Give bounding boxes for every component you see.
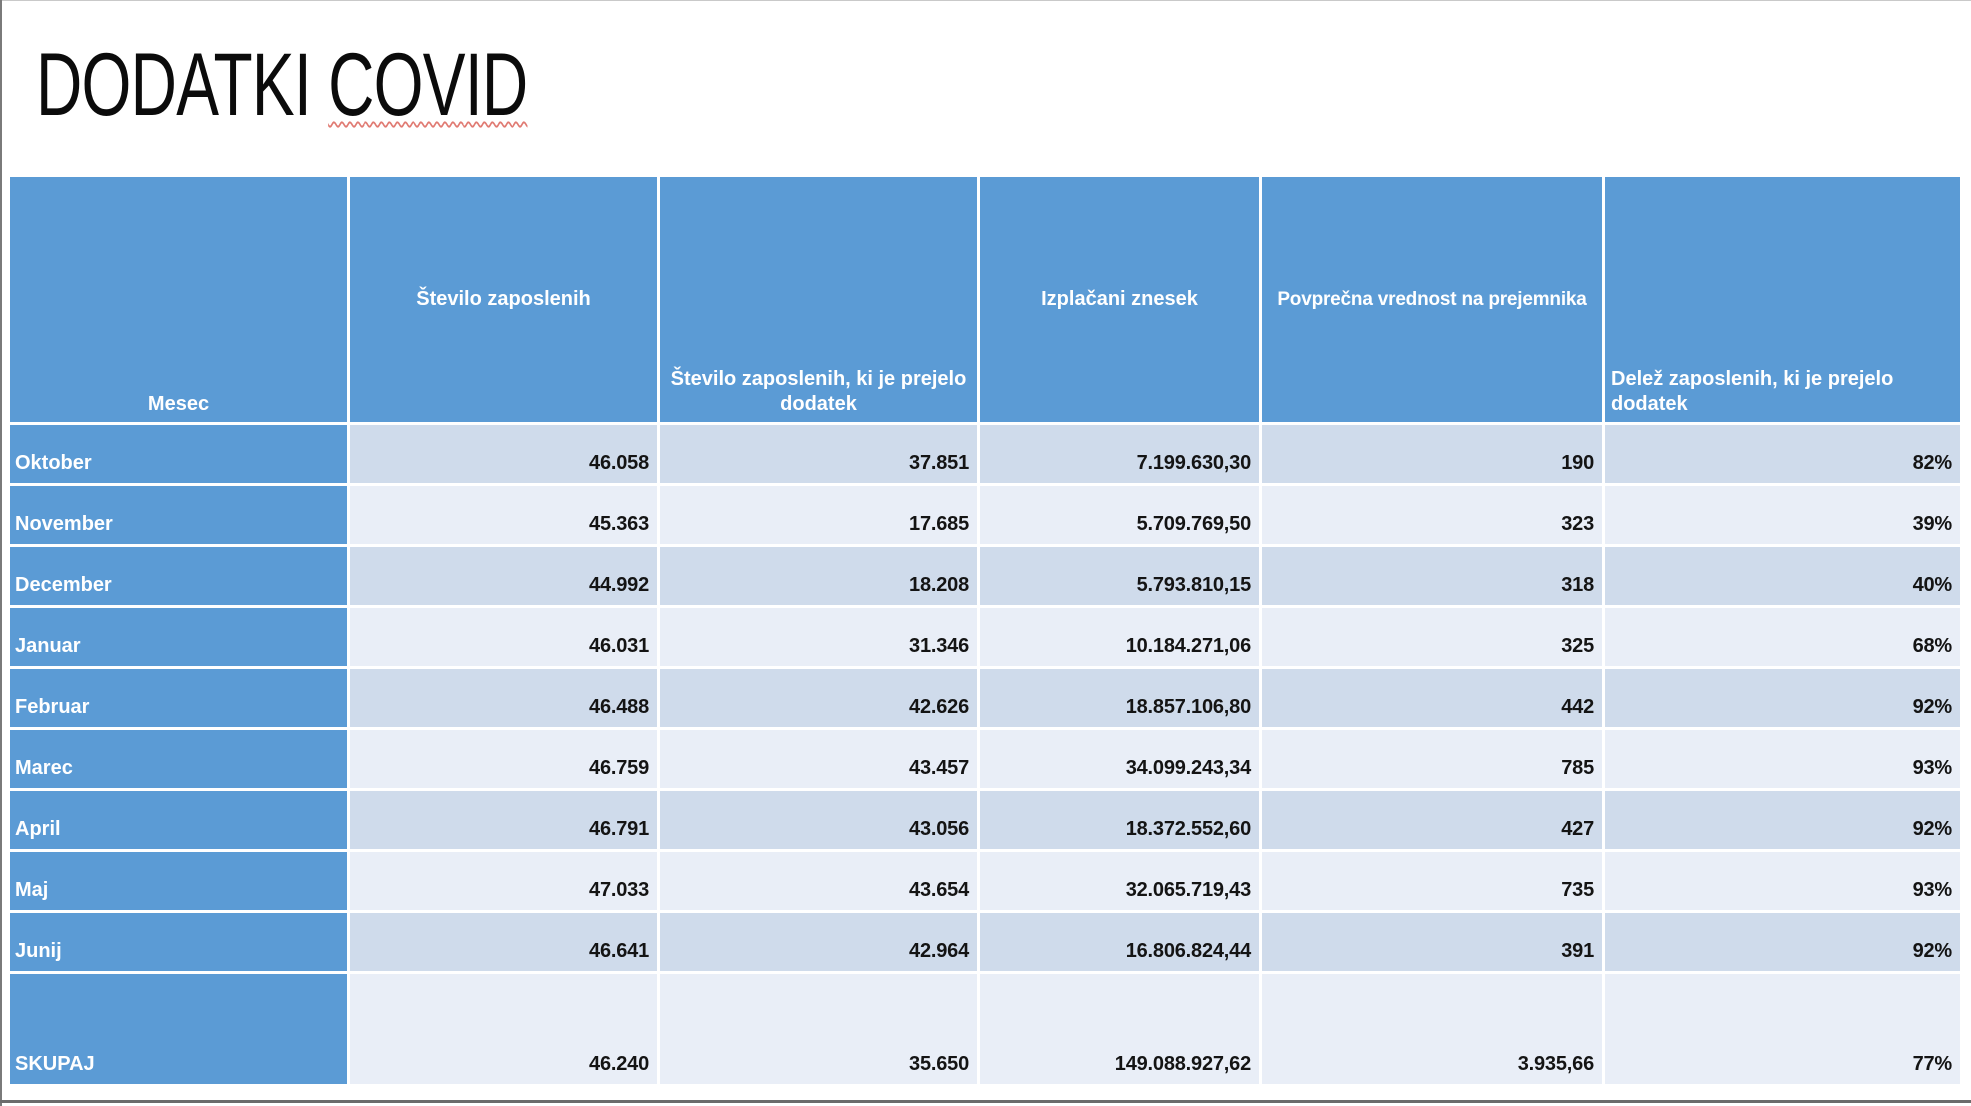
share-cell: 92% <box>1605 669 1960 727</box>
recipients-cell: 42.626 <box>660 669 977 727</box>
employees-cell: 46.058 <box>350 425 657 483</box>
month-cell: December <box>10 547 347 605</box>
amount-cell: 18.857.106,80 <box>980 669 1259 727</box>
employees-cell: 46.759 <box>350 730 657 788</box>
recipients-cell: 31.346 <box>660 608 977 666</box>
month-cell: Marec <box>10 730 347 788</box>
employees-cell: 47.033 <box>350 852 657 910</box>
column-header-povprecna-vrednost: Povprečna vrednost na prejemnika <box>1262 177 1602 422</box>
employees-cell: 46.641 <box>350 913 657 971</box>
amount-cell: 7.199.630,30 <box>980 425 1259 483</box>
column-header-stevilo-prejemnikov: Število zaposlenih, ki je prejelo dodate… <box>660 177 977 422</box>
average-cell: 442 <box>1262 669 1602 727</box>
share-cell: 92% <box>1605 791 1960 849</box>
average-cell: 318 <box>1262 547 1602 605</box>
employees-cell: 46.488 <box>350 669 657 727</box>
amount-cell: 149.088.927,62 <box>980 974 1259 1084</box>
average-cell: 391 <box>1262 913 1602 971</box>
title-word-dodatki: DODATKI <box>36 34 312 134</box>
recipients-cell: 35.650 <box>660 974 977 1084</box>
share-cell: 93% <box>1605 852 1960 910</box>
slide-left-edge <box>0 0 2 1106</box>
share-cell: 40% <box>1605 547 1960 605</box>
recipients-cell: 17.685 <box>660 486 977 544</box>
column-header-delez-zaposlenih: Delež zaposlenih, ki je prejelo dodatek <box>1605 177 1960 422</box>
month-cell: Junij <box>10 913 347 971</box>
month-cell: Januar <box>10 608 347 666</box>
recipients-cell: 42.964 <box>660 913 977 971</box>
slide-bottom-edge <box>0 1100 1971 1103</box>
amount-cell: 16.806.824,44 <box>980 913 1259 971</box>
recipients-cell: 43.056 <box>660 791 977 849</box>
month-cell: April <box>10 791 347 849</box>
recipients-cell: 43.654 <box>660 852 977 910</box>
average-cell: 735 <box>1262 852 1602 910</box>
share-cell: 39% <box>1605 486 1960 544</box>
average-cell: 325 <box>1262 608 1602 666</box>
slide-top-edge <box>0 0 1971 1</box>
share-cell: 82% <box>1605 425 1960 483</box>
recipients-cell: 18.208 <box>660 547 977 605</box>
average-cell: 323 <box>1262 486 1602 544</box>
column-header-stevilo-zaposlenih: Število zaposlenih <box>350 177 657 422</box>
average-cell: 785 <box>1262 730 1602 788</box>
amount-cell: 34.099.243,34 <box>980 730 1259 788</box>
share-cell: 68% <box>1605 608 1960 666</box>
amount-cell: 32.065.719,43 <box>980 852 1259 910</box>
employees-cell: 46.240 <box>350 974 657 1084</box>
share-cell: 93% <box>1605 730 1960 788</box>
title-word-covid: COVID <box>328 34 528 134</box>
average-cell: 3.935,66 <box>1262 974 1602 1084</box>
employees-cell: 44.992 <box>350 547 657 605</box>
amount-cell: 10.184.271,06 <box>980 608 1259 666</box>
month-cell: SKUPAJ <box>10 974 347 1084</box>
slide-title[interactable]: DODATKI COVID <box>36 40 528 129</box>
column-header-mesec: Mesec <box>10 177 347 422</box>
amount-cell: 18.372.552,60 <box>980 791 1259 849</box>
amount-cell: 5.709.769,50 <box>980 486 1259 544</box>
covid-additions-table[interactable]: Mesec Število zaposlenih Število zaposle… <box>10 177 1960 1084</box>
month-cell: Maj <box>10 852 347 910</box>
month-cell: Februar <box>10 669 347 727</box>
employees-cell: 45.363 <box>350 486 657 544</box>
month-cell: November <box>10 486 347 544</box>
share-cell: 77% <box>1605 974 1960 1084</box>
month-cell: Oktober <box>10 425 347 483</box>
share-cell: 92% <box>1605 913 1960 971</box>
recipients-cell: 43.457 <box>660 730 977 788</box>
employees-cell: 46.031 <box>350 608 657 666</box>
column-header-izplacani-znesek: Izplačani znesek <box>980 177 1259 422</box>
employees-cell: 46.791 <box>350 791 657 849</box>
average-cell: 427 <box>1262 791 1602 849</box>
amount-cell: 5.793.810,15 <box>980 547 1259 605</box>
recipients-cell: 37.851 <box>660 425 977 483</box>
average-cell: 190 <box>1262 425 1602 483</box>
